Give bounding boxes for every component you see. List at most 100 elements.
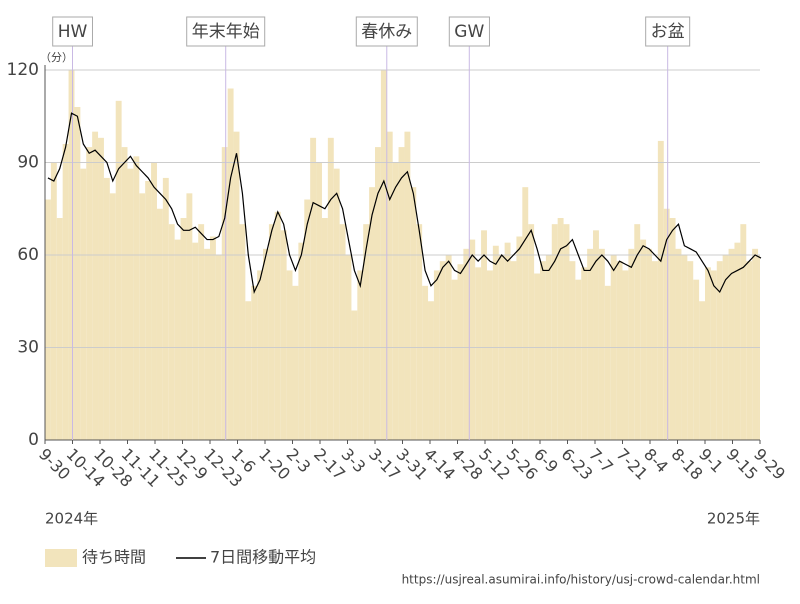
bar (133, 156, 140, 441)
bar (734, 242, 741, 440)
y-tick-label: 60 (17, 245, 39, 265)
year-end: 2025年 (707, 510, 760, 528)
bar (263, 248, 269, 440)
bar (321, 218, 328, 440)
bar (575, 279, 582, 440)
bar (151, 162, 157, 440)
bar (469, 239, 476, 440)
bar (251, 285, 258, 440)
bar (463, 248, 470, 440)
bar (351, 310, 358, 440)
bar (481, 230, 487, 440)
bar (433, 270, 440, 440)
x-tick-label: 2-17 (310, 445, 349, 484)
bar (168, 224, 175, 440)
bar (439, 261, 446, 440)
unit-label: （分） (40, 51, 73, 64)
bar (386, 131, 393, 440)
bar (651, 261, 658, 440)
bar (174, 239, 181, 440)
bar (705, 267, 711, 440)
legend-label: 7日間移動平均 (210, 548, 316, 567)
bar (333, 168, 340, 440)
bar (587, 248, 594, 440)
x-tick-label: 6-23 (557, 445, 596, 484)
x-tick-label: 8-18 (667, 445, 706, 484)
bar (669, 218, 676, 440)
bar (563, 224, 570, 440)
x-tick-label: 7-21 (612, 445, 651, 484)
bar (375, 147, 381, 441)
bar (363, 224, 370, 440)
bar (257, 270, 264, 440)
bar (516, 236, 523, 440)
event-box (645, 16, 691, 47)
bar (640, 239, 647, 440)
bar (233, 131, 240, 440)
bar (604, 285, 611, 440)
x-tick-label: 9-30 (35, 445, 74, 484)
bar (510, 261, 517, 440)
bar (280, 230, 287, 440)
bar (292, 285, 299, 440)
bar (628, 248, 635, 440)
moving-average-line (47, 112, 762, 294)
bar (622, 270, 629, 440)
bar (98, 137, 104, 441)
source-url: https://usjreal.asumirai.info/history/us… (402, 573, 760, 587)
bar (752, 248, 759, 440)
bar (245, 301, 252, 440)
event-box (448, 16, 490, 47)
bar (657, 140, 664, 440)
bar (139, 193, 146, 440)
event-label: お盆 (651, 22, 685, 42)
legend-swatch (45, 549, 77, 567)
bar (180, 218, 187, 440)
bar (551, 224, 558, 440)
bar (227, 88, 234, 440)
y-tick-label: 0 (28, 430, 39, 450)
bar (198, 224, 205, 440)
bar (410, 187, 417, 440)
bar (716, 261, 723, 440)
bar (62, 144, 69, 440)
bar (528, 224, 535, 440)
bar (162, 177, 169, 440)
bar (45, 199, 51, 440)
bar (746, 261, 753, 440)
bar (504, 242, 511, 440)
bar (557, 218, 564, 440)
event-box (355, 16, 418, 47)
x-tick-label: 3-17 (365, 445, 404, 484)
bar (109, 193, 116, 440)
legend-label: 待ち時間 (82, 548, 146, 567)
bar (274, 211, 281, 440)
bar (86, 147, 93, 441)
bar (740, 224, 747, 440)
bar (392, 162, 399, 440)
event-label: GW (454, 22, 484, 42)
bar (687, 261, 694, 440)
bar (221, 147, 228, 441)
bar (156, 208, 163, 440)
bar (316, 162, 322, 440)
bar (404, 131, 411, 440)
bar (728, 248, 735, 440)
bar (398, 147, 405, 441)
y-tick-label: 120 (7, 60, 39, 80)
year-start: 2024年 (45, 510, 98, 528)
bar (634, 224, 641, 440)
bar (92, 131, 99, 440)
bar (699, 301, 705, 440)
bar (239, 224, 246, 440)
bar (286, 270, 293, 440)
event-label: HW (58, 22, 88, 42)
bar (56, 218, 63, 440)
bar (457, 264, 464, 440)
x-tick-label: 9-15 (722, 445, 761, 484)
x-tick-label: 1-20 (255, 445, 294, 484)
event-label: 春休み (361, 22, 412, 42)
event-label: 年末年始 (192, 22, 260, 42)
bar (192, 242, 199, 440)
